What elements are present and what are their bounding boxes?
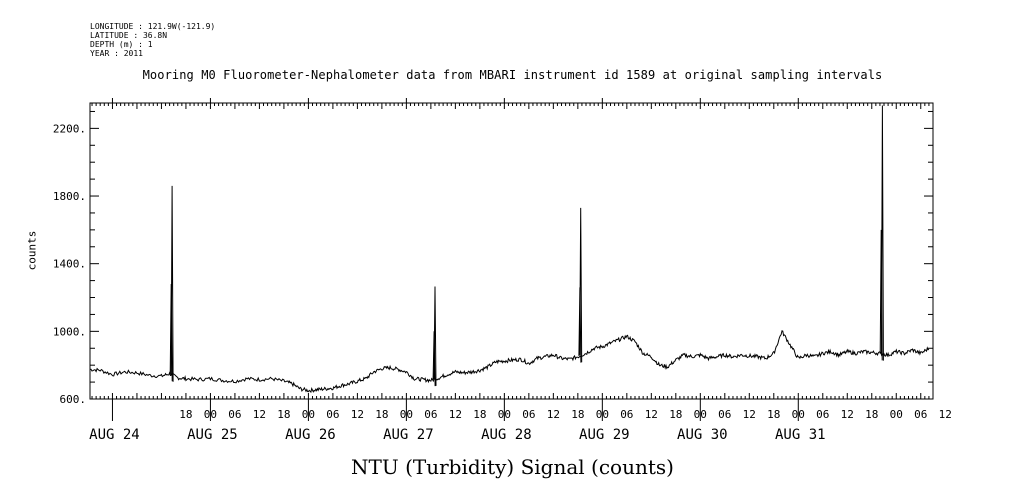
x-day-label: AUG 31 xyxy=(775,427,826,443)
x-day-label: AUG 24 xyxy=(89,427,140,443)
y-tick-label: 1400. xyxy=(53,258,86,271)
longitude-label: LONGITUDE : 121.9W(-121.9) xyxy=(90,22,216,31)
x-hour-label: 06 xyxy=(718,408,731,421)
x-hour-label: 00 xyxy=(890,408,903,421)
x-hour-label: 06 xyxy=(522,408,535,421)
year-label: YEAR : 2011 xyxy=(90,49,143,58)
x-hour-label: 12 xyxy=(547,408,560,421)
x-hour-label: 00 xyxy=(694,408,707,421)
spike-mark xyxy=(578,287,582,363)
x-hour-label: 06 xyxy=(228,408,241,421)
x-hour-label: 18 xyxy=(571,408,584,421)
x-hour-label: 00 xyxy=(792,408,805,421)
x-hour-label: 00 xyxy=(204,408,217,421)
x-day-label: AUG 26 xyxy=(285,427,336,443)
x-hour-label: 12 xyxy=(449,408,462,421)
latitude-label: LATITUDE : 36.8N xyxy=(90,31,168,40)
x-hour-label: 06 xyxy=(326,408,339,421)
x-day-label: AUG 28 xyxy=(481,427,532,443)
spike-mark xyxy=(879,229,883,361)
x-day-label: AUG 25 xyxy=(187,427,238,443)
x-hour-label: 18 xyxy=(669,408,682,421)
x-day-label: AUG 27 xyxy=(383,427,434,443)
x-hour-label: 06 xyxy=(914,408,927,421)
x-hour-label: 12 xyxy=(939,408,952,421)
x-hour-label: 18 xyxy=(473,408,486,421)
x-hour-label: 18 xyxy=(767,408,780,421)
y-tick-label: 1800. xyxy=(53,190,86,203)
x-hour-label: 18 xyxy=(865,408,878,421)
y-tick-label: 2200. xyxy=(53,122,86,135)
spike-mark xyxy=(432,331,436,387)
x-hour-label: 12 xyxy=(841,408,854,421)
x-hour-label: 18 xyxy=(375,408,388,421)
depth-label: DEPTH (m) : 1 xyxy=(90,40,153,49)
x-hour-label: 00 xyxy=(498,408,511,421)
x-hour-label: 06 xyxy=(816,408,829,421)
x-hour-label: 12 xyxy=(645,408,658,421)
x-day-label: AUG 30 xyxy=(677,427,728,443)
baseline-series xyxy=(89,330,930,394)
x-hour-label: 06 xyxy=(424,408,437,421)
y-tick-label: 600. xyxy=(60,393,87,406)
x-hour-label: 18 xyxy=(277,408,290,421)
x-hour-label: 12 xyxy=(253,408,266,421)
x-hour-label: 18 xyxy=(179,408,192,421)
x-axis-label: NTU (Turbidity) Signal (counts) xyxy=(351,455,674,479)
plot-frame xyxy=(89,102,934,400)
x-hour-label: 00 xyxy=(400,408,413,421)
y-tick-label: 1000. xyxy=(53,325,86,338)
x-hour-label: 06 xyxy=(620,408,633,421)
x-hour-label: 12 xyxy=(743,408,756,421)
y-axis-label: counts xyxy=(25,230,39,271)
x-hour-label: 12 xyxy=(351,408,364,421)
x-day-label: AUG 29 xyxy=(579,427,630,443)
x-hour-label: 00 xyxy=(596,408,609,421)
spike-mark xyxy=(169,283,173,382)
chart-title: Mooring M0 Fluorometer-Nephalometer data… xyxy=(142,68,883,82)
x-hour-label: 00 xyxy=(302,408,315,421)
